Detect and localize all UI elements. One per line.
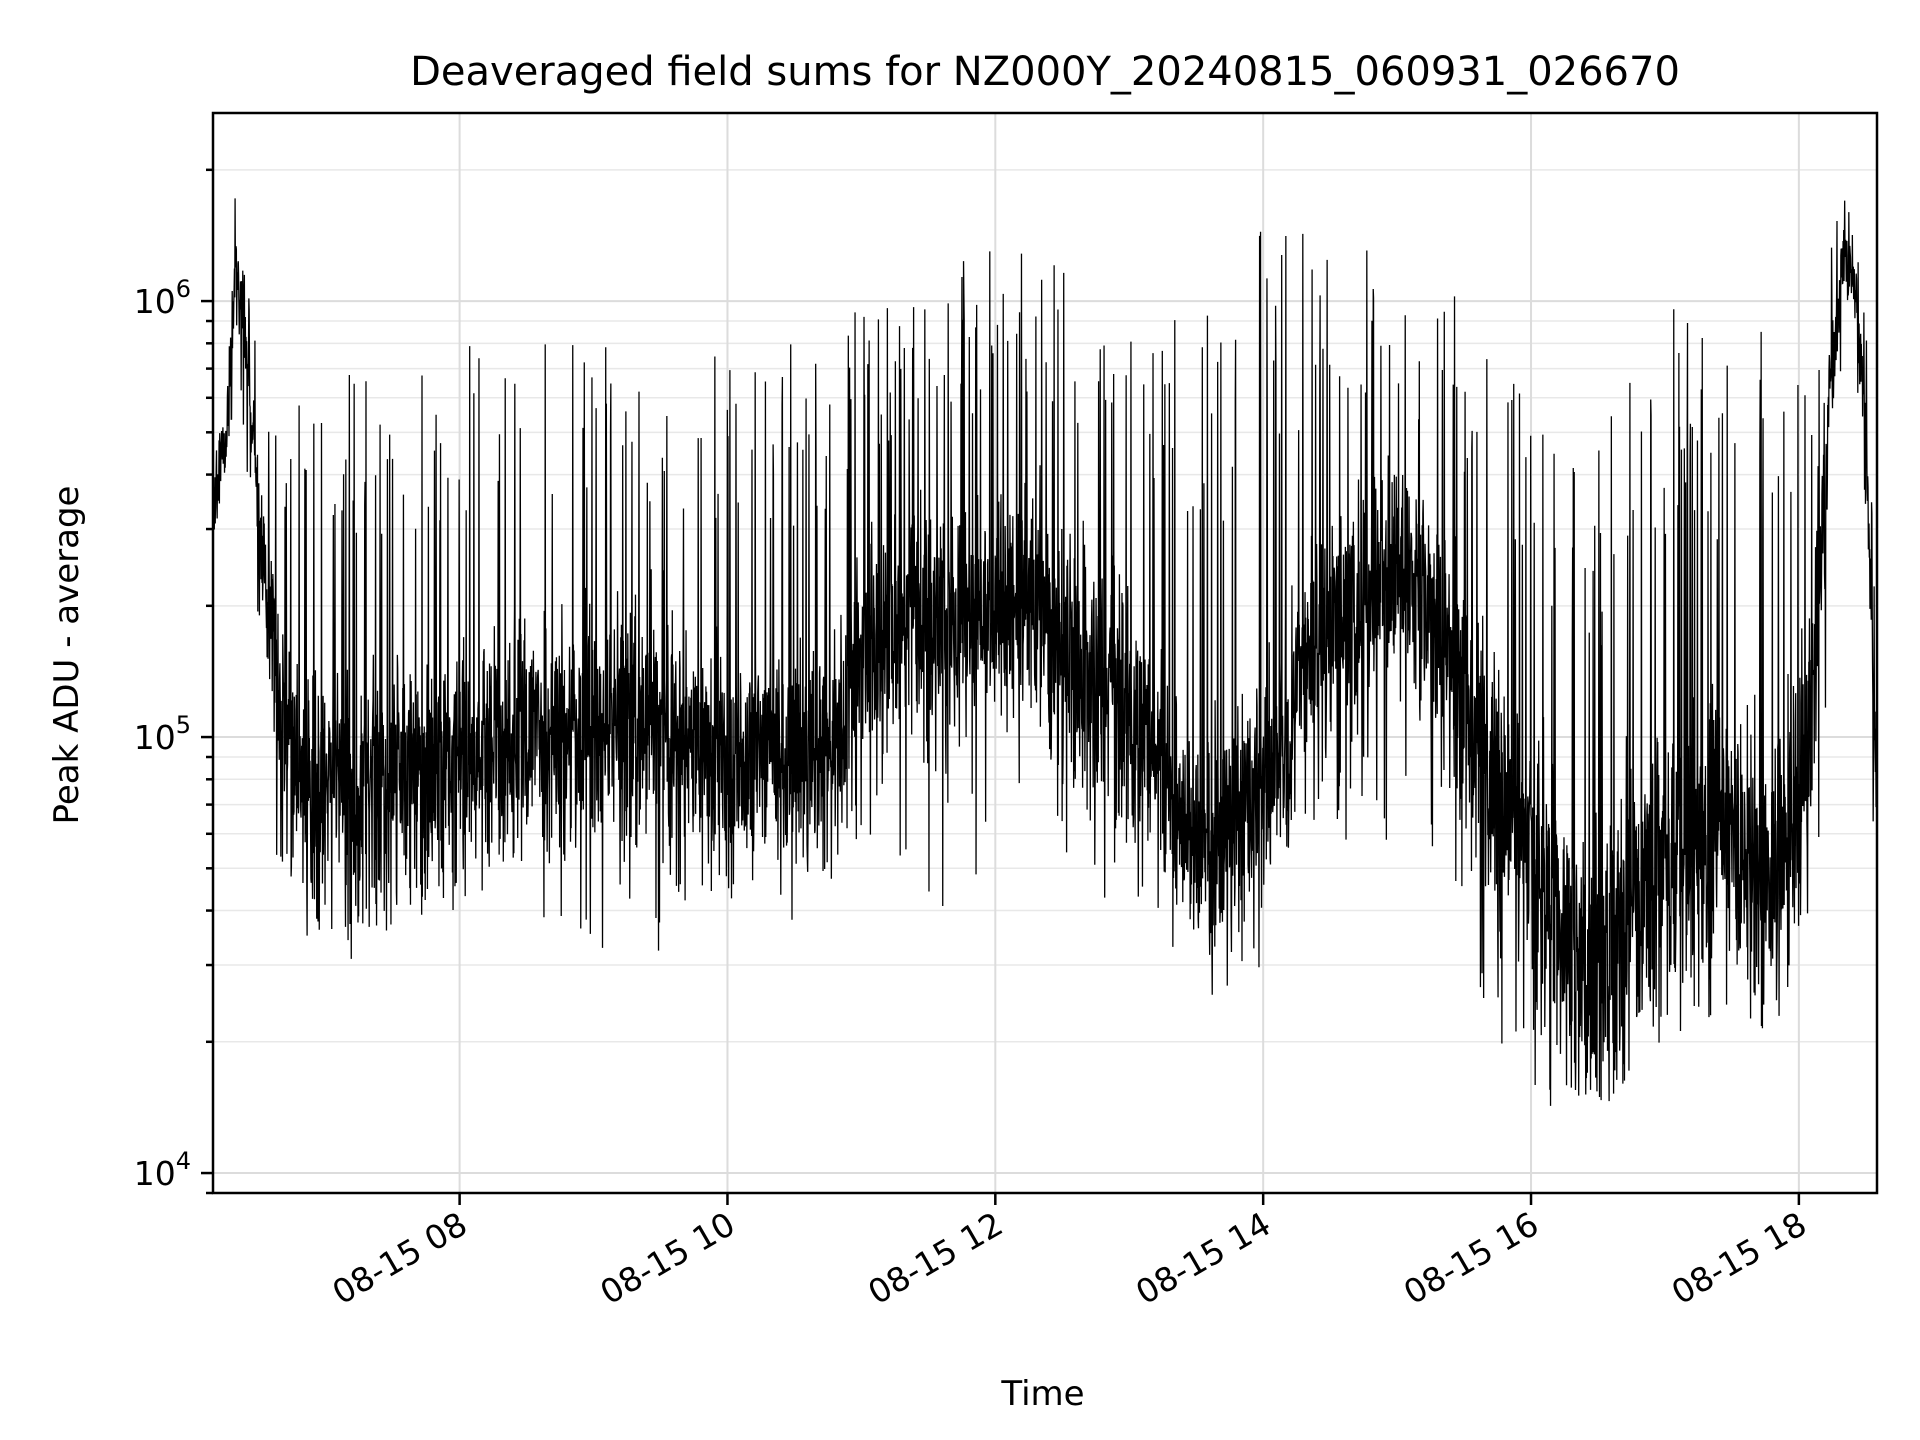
x-tick-label: 08-15 10 bbox=[593, 1204, 741, 1312]
y-axis: 104 105 106 bbox=[134, 168, 213, 1195]
x-tick-label: 08-15 12 bbox=[861, 1204, 1009, 1312]
series-line bbox=[212, 198, 1878, 1106]
chart-title: Deaveraged field sums for NZ000Y_2024081… bbox=[410, 49, 1680, 95]
y-tick-label: 106 bbox=[134, 275, 191, 321]
plot-frame bbox=[211, 111, 1879, 1195]
x-tick-label: 08-15 14 bbox=[1129, 1204, 1277, 1312]
grid-lines bbox=[213, 113, 1877, 1194]
y-axis-label: Peak ADU - average bbox=[47, 486, 87, 825]
x-axis: 08-15 08 08-15 10 08-15 12 08-15 14 08-15 16… bbox=[326, 1193, 1813, 1312]
x-tick-label: 08-15 18 bbox=[1665, 1204, 1813, 1312]
y-tick-label: 104 bbox=[134, 1147, 191, 1193]
y-tick-label: 105 bbox=[134, 711, 191, 757]
x-tick-label: 08-15 08 bbox=[326, 1204, 474, 1312]
plot-area bbox=[212, 198, 1878, 1106]
x-tick-label: 08-15 16 bbox=[1397, 1204, 1545, 1312]
x-axis-label: Time bbox=[1000, 1374, 1084, 1414]
